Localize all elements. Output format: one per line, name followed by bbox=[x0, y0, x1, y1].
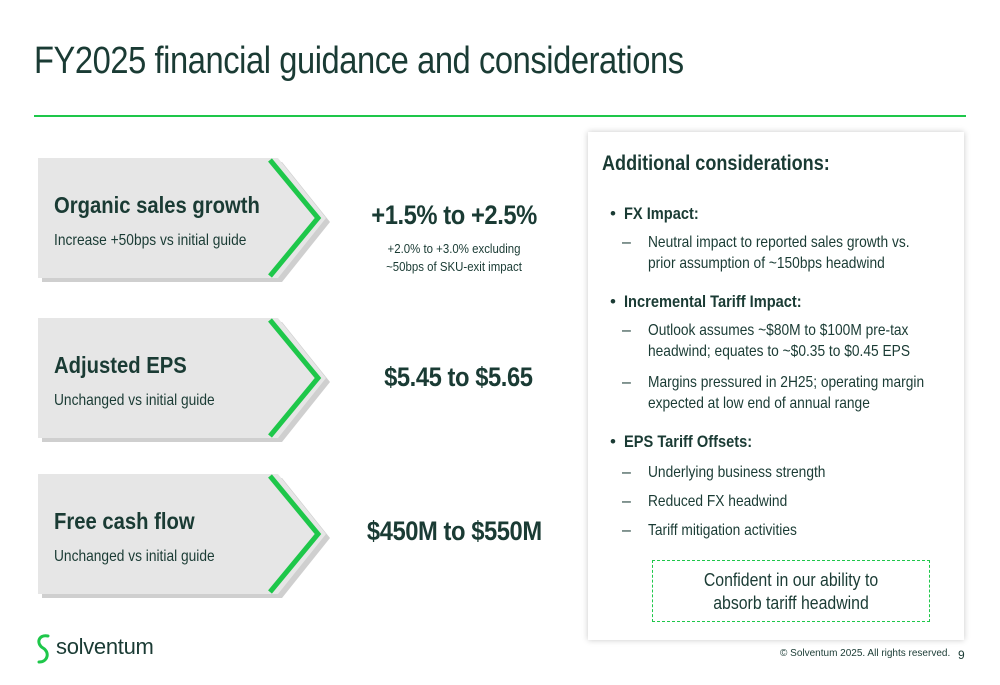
bullet-fx-impact: • FX Impact: bbox=[610, 204, 699, 223]
metric-name: Free cash flow bbox=[54, 508, 195, 534]
solventum-logo: solventum bbox=[34, 632, 174, 668]
chevron-right-icon bbox=[268, 158, 322, 278]
dash-icon: – bbox=[622, 493, 631, 510]
bullet-dot-icon: • bbox=[610, 292, 616, 311]
bullet-dot-icon: • bbox=[610, 204, 616, 223]
metric-value-adjusted-eps: $5.45 to $5.65 bbox=[383, 362, 533, 392]
page-title: FY2025 financial guidance and considerat… bbox=[34, 40, 684, 82]
dash-icon: – bbox=[622, 322, 631, 339]
metric-card-adjusted-eps: Adjusted EPS Unchanged vs initial guide bbox=[38, 316, 338, 444]
metric-name: Organic sales growth bbox=[54, 192, 260, 218]
metric-name: Adjusted EPS bbox=[54, 352, 187, 378]
title-divider bbox=[34, 115, 966, 117]
metric-card-organic-sales: Organic sales growth Increase +50bps vs … bbox=[38, 156, 338, 284]
metric-subtitle: Increase +50bps vs initial guide bbox=[54, 232, 247, 249]
metric-card-free-cash-flow: Free cash flow Unchanged vs initial guid… bbox=[38, 472, 338, 600]
chevron-right-icon bbox=[268, 474, 322, 594]
brand-name: solventum bbox=[56, 634, 154, 659]
bullet-eps-offsets: • EPS Tariff Offsets: bbox=[610, 432, 753, 451]
dash-icon: – bbox=[622, 234, 631, 251]
dash-icon: – bbox=[622, 522, 631, 539]
bullet-dot-icon: • bbox=[610, 432, 616, 451]
metric-subtitle: Unchanged vs initial guide bbox=[54, 392, 215, 409]
chevron-right-icon bbox=[268, 318, 322, 438]
dash-icon: – bbox=[622, 374, 631, 391]
considerations-title: Additional considerations: bbox=[602, 152, 830, 175]
confidence-callout: Confident in our ability to absorb tarif… bbox=[652, 560, 930, 622]
dash-icon: – bbox=[622, 464, 631, 481]
solventum-s-icon bbox=[37, 634, 50, 664]
considerations-panel: Additional considerations: • FX Impact: –… bbox=[588, 132, 964, 640]
copyright-text: © Solventum 2025. All rights reserved. bbox=[780, 648, 951, 659]
bullet-tariff-impact: • Incremental Tariff Impact: bbox=[610, 292, 802, 311]
metric-note-organic-sales: +2.0% to +3.0% excluding ~50bps of SKU-e… bbox=[386, 241, 522, 274]
metric-value-free-cash-flow: $450M to $550M bbox=[366, 516, 542, 546]
chevron-card-shape bbox=[38, 158, 330, 282]
page-number: 9 bbox=[958, 648, 965, 662]
chevron-card-shape bbox=[38, 318, 330, 442]
chevron-card-shape bbox=[38, 474, 330, 598]
metric-subtitle: Unchanged vs initial guide bbox=[54, 548, 215, 565]
metric-value-organic-sales: +1.5% to +2.5% bbox=[371, 200, 537, 230]
